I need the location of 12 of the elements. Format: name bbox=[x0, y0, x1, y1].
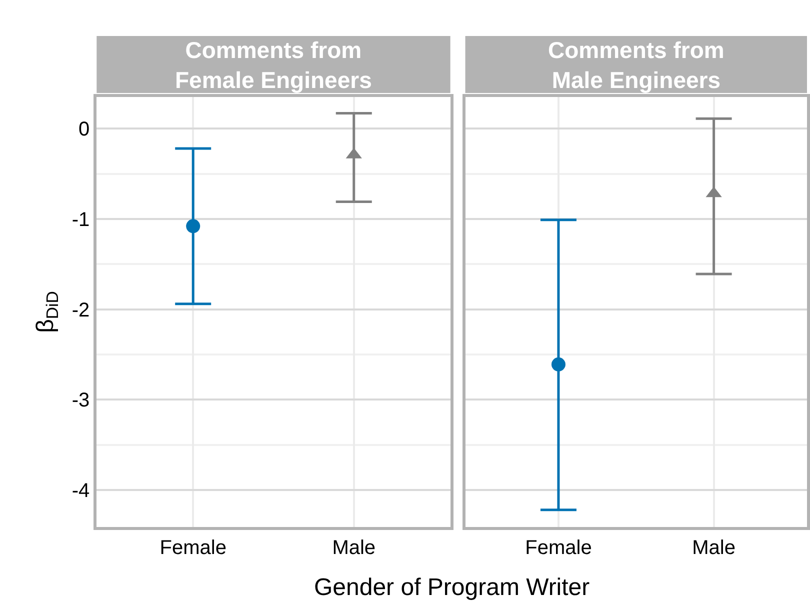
x-tick-label: Female bbox=[160, 537, 226, 559]
y-tick-label: -3 bbox=[72, 390, 90, 412]
x-tick-label: Male bbox=[332, 537, 376, 559]
chart-title: Comments from Female Engineers bbox=[175, 37, 372, 93]
y-tick-label: 0 bbox=[78, 118, 90, 141]
x-axis-title: Gender of Program Writer bbox=[314, 574, 590, 601]
y-tick-label: -1 bbox=[72, 208, 90, 231]
x-tick-label: Male bbox=[692, 537, 736, 559]
x-tick-label: Female bbox=[525, 537, 592, 559]
y-tick-label: -4 bbox=[72, 480, 90, 502]
chart-title: Comments from Male Engineers bbox=[548, 37, 724, 93]
y-tick-label: -2 bbox=[72, 299, 90, 322]
